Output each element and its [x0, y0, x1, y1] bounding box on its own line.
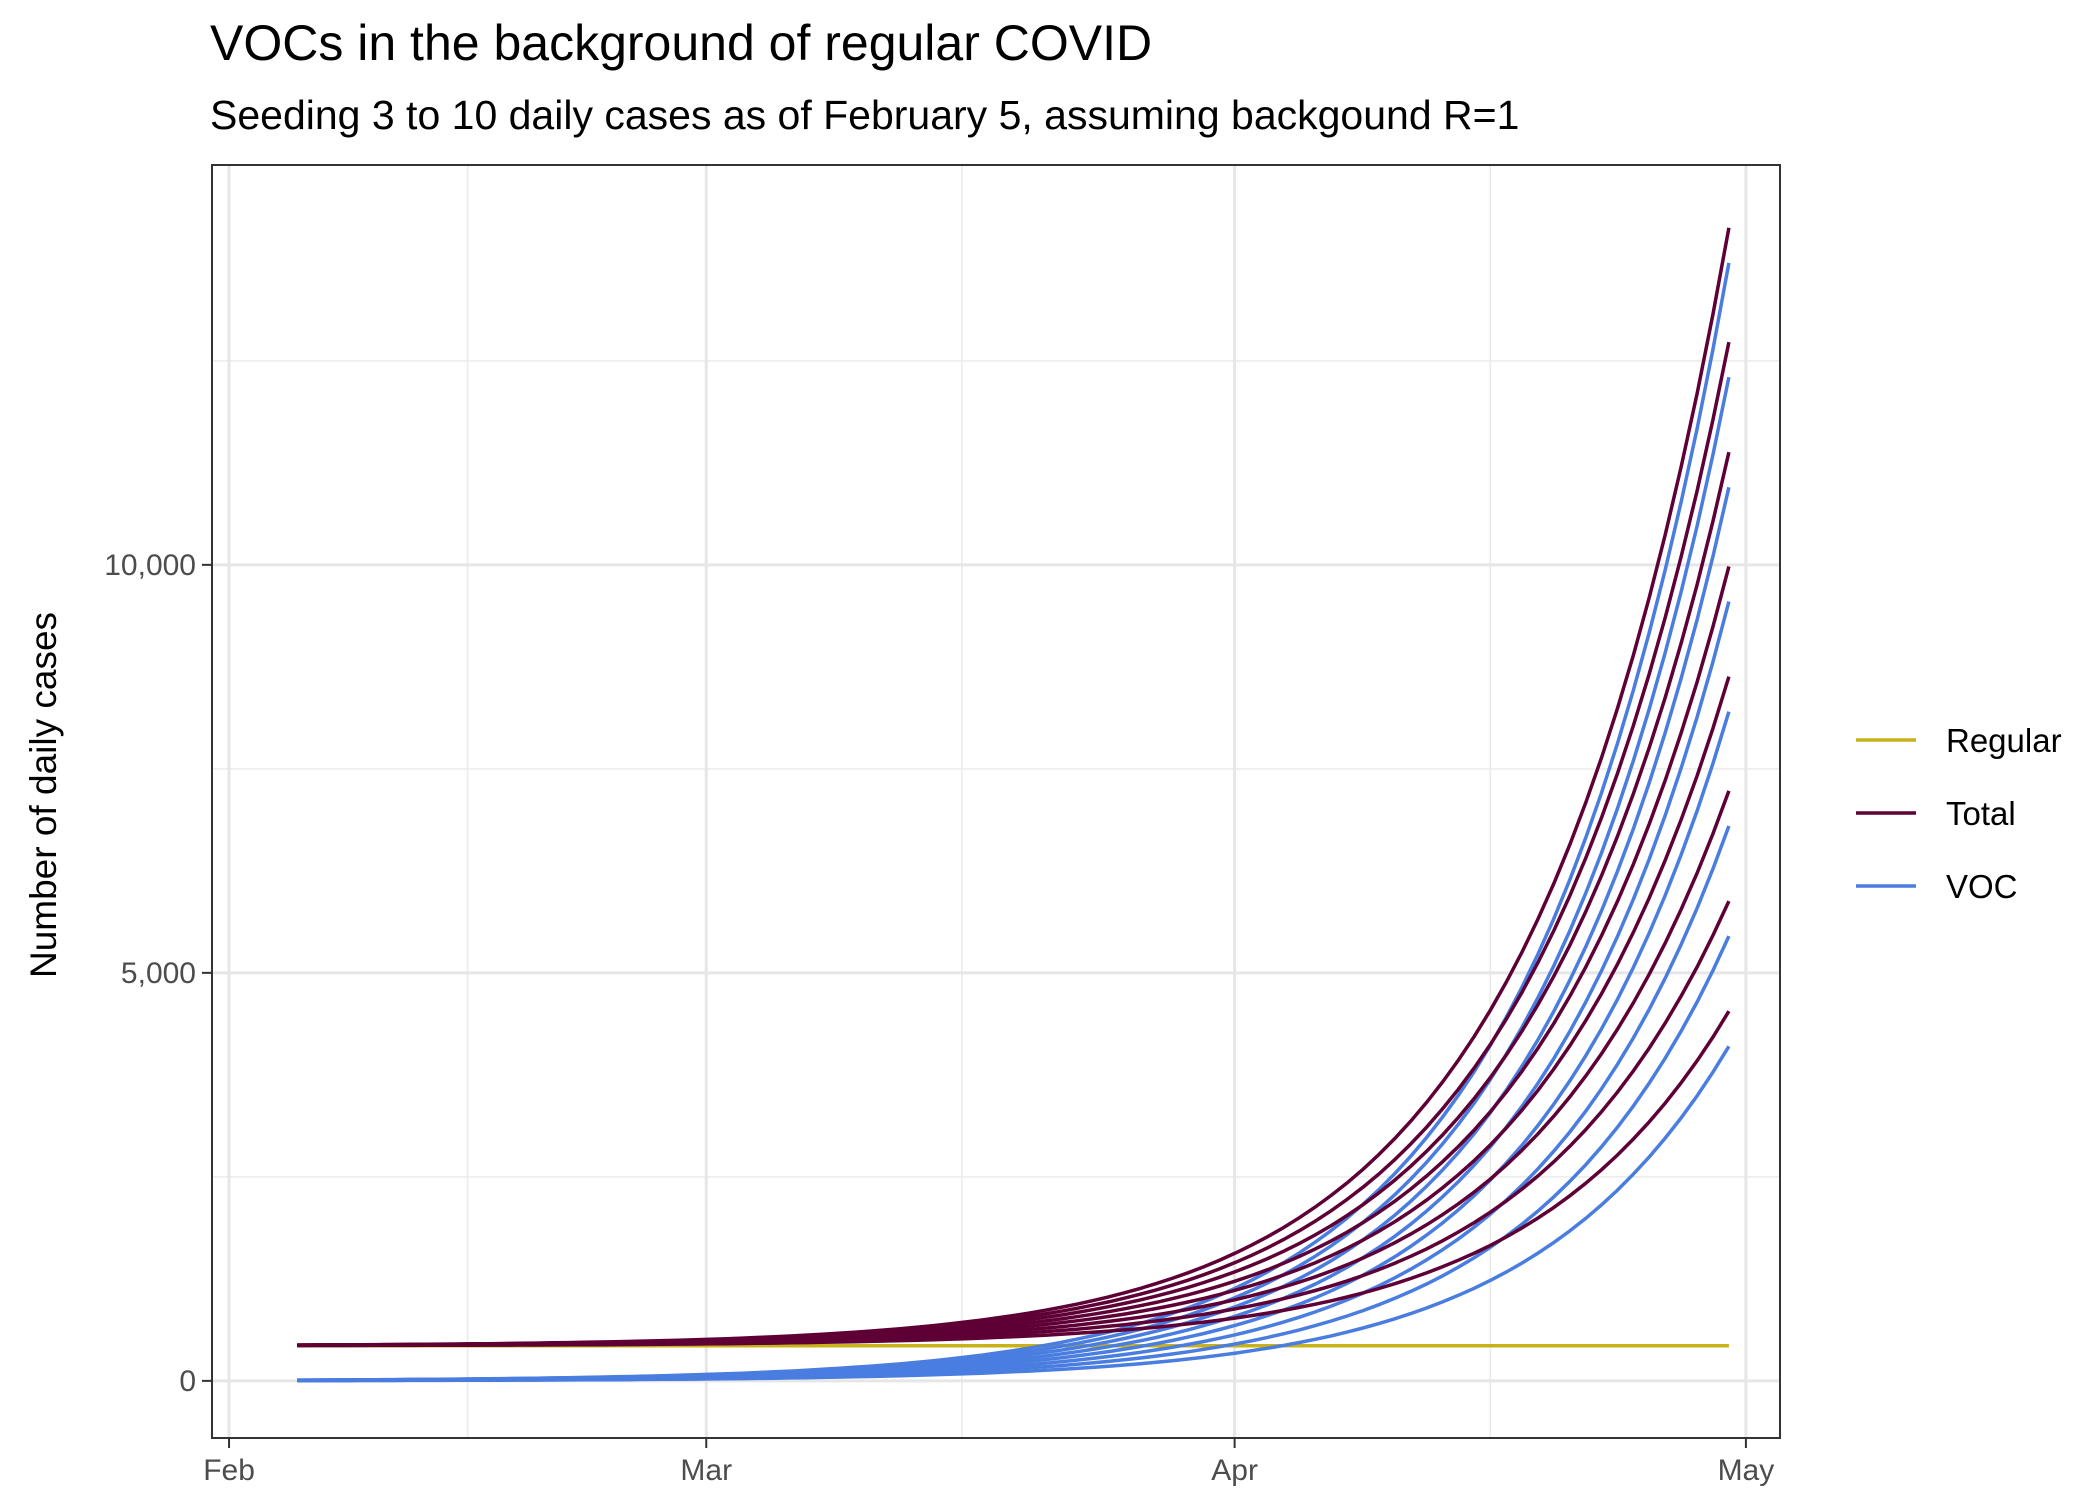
legend-label: VOC [1946, 868, 2018, 905]
series-line-total [297, 790, 1731, 1348]
x-tick-label: Apr [1211, 1454, 1258, 1487]
y-axis-title: Number of daily cases [23, 612, 64, 978]
chart-subtitle: Seeding 3 to 10 daily cases as of Februa… [210, 92, 1520, 138]
plot-border [211, 164, 1781, 1439]
legend-label: Regular [1946, 722, 2062, 759]
series-line-total [297, 676, 1731, 1348]
chart-title: VOCs in the background of regular COVID [210, 15, 1153, 71]
y-tick-label: 0 [179, 1365, 196, 1398]
series-lines [297, 227, 1731, 1383]
y-tick-label: 5,000 [121, 957, 196, 990]
series-line-voc [297, 601, 1731, 1383]
series-line-voc [297, 486, 1731, 1382]
series-line-voc [297, 262, 1731, 1382]
y-tick-labels: 0 5,000 10,000 [104, 549, 196, 1398]
series-line-voc [297, 825, 1731, 1383]
x-tick-label: Feb [203, 1454, 255, 1487]
axis-ticks [202, 563, 1747, 1448]
legend: Regular Total VOC [1856, 722, 2062, 905]
legend-label: Total [1946, 795, 2016, 832]
x-tick-labels: Feb Mar Apr May [203, 1454, 1774, 1487]
series-line-total [297, 227, 1731, 1347]
grid-minor [212, 165, 1780, 1438]
series-line-total [297, 1010, 1731, 1348]
x-tick-label: May [1718, 1454, 1775, 1487]
series-line-total [297, 451, 1731, 1347]
x-tick-label: Mar [680, 1454, 732, 1487]
grid-major [212, 165, 1780, 1438]
y-tick-label: 10,000 [104, 549, 196, 582]
